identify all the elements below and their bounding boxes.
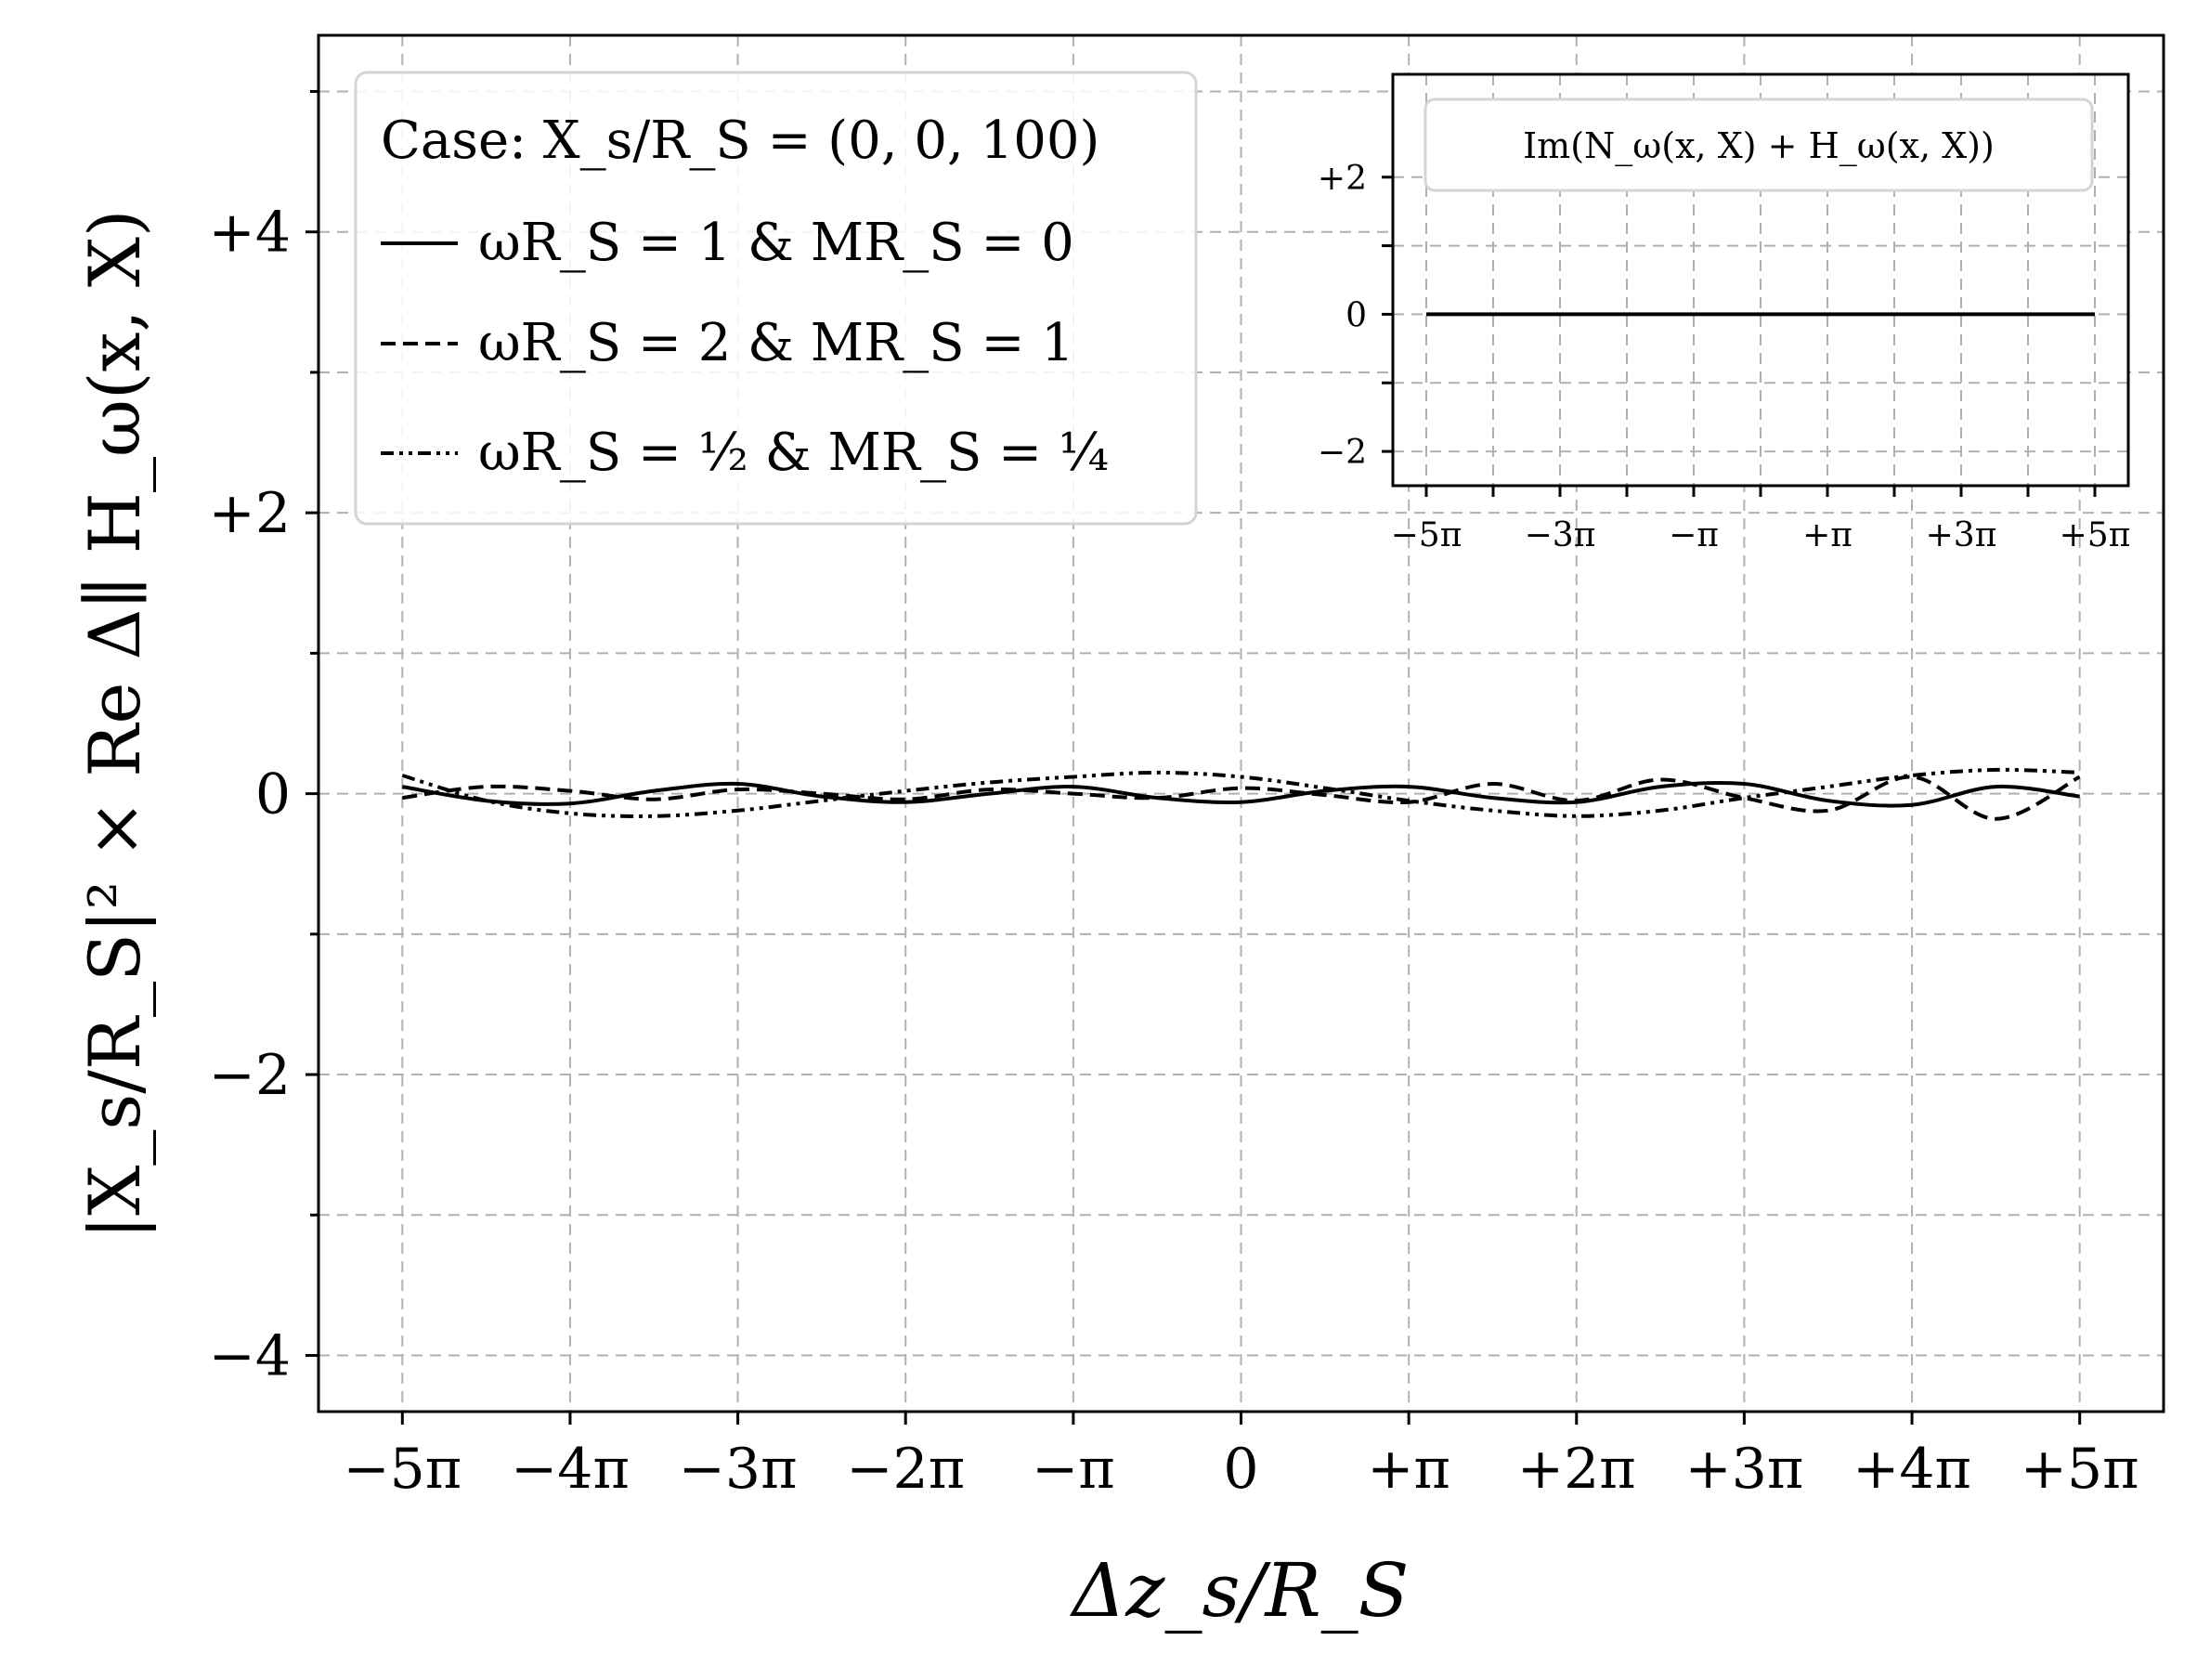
inset-y-tick-label: −2	[1318, 434, 1367, 472]
y-axis-label: |X_s/R_S|² × Re Δ∥ H_ω(x, X)	[73, 209, 156, 1239]
y-tick-label: +4	[209, 201, 291, 266]
legend-entry-3: ωR_S = ½ & MR_S = ¼	[478, 423, 1109, 483]
inset-y-tick-label: 0	[1346, 296, 1367, 334]
inset: −5π −3π −π +π +3π +5π −2 0 +2 Im(N_ω(x, X) + H_…	[1318, 72, 2131, 554]
x-tick-label: −4π	[511, 1437, 630, 1502]
x-tick-label: +5π	[2021, 1437, 2139, 1502]
inset-x-ticks: −5π −3π −π +π +3π +5π	[1391, 486, 2131, 554]
main-series	[401, 767, 2081, 821]
x-tick-label: 0	[1223, 1437, 1258, 1502]
inset-legend-label: Im(N_ω(x, X) + H_ω(x, X))	[1523, 125, 1995, 167]
inset-legend-box	[1424, 98, 2094, 192]
inset-x-tick-label: +5π	[2060, 516, 2131, 554]
y-tick-label: +2	[209, 481, 291, 546]
series-line-dashed	[402, 775, 2081, 821]
inset-x-tick-label: −3π	[1525, 516, 1596, 554]
x-axis-label: Δz_s/R_S	[1070, 1547, 1410, 1634]
legend-entry-1: ωR_S = 1 & MR_S = 0	[478, 213, 1074, 273]
y-tick-label: −4	[209, 1324, 291, 1389]
inset-y-tick-label: +2	[1318, 160, 1367, 198]
inset-x-tick-label: +3π	[1926, 516, 1997, 554]
x-tick-label: +4π	[1852, 1437, 1971, 1502]
x-tick-label: −5π	[343, 1437, 462, 1502]
legend-title: Case: X_s/R_S = (0, 0, 100)	[381, 111, 1099, 171]
x-tick-label: −π	[1032, 1437, 1115, 1502]
legend-entry-2: ωR_S = 2 & MR_S = 1	[478, 313, 1074, 373]
x-tick-label: +3π	[1684, 1437, 1803, 1502]
legend-box	[354, 71, 1198, 526]
inset-x-tick-label: −π	[1669, 516, 1719, 554]
main-x-ticks: −5π −4π −3π −2π −π 0 +π +2π +3π +4π +5π	[343, 1412, 2139, 1502]
inset-x-tick-label: −5π	[1391, 516, 1462, 554]
legend: Case: X_s/R_S = (0, 0, 100) ωR_S = 1 & M…	[354, 71, 1198, 526]
x-tick-label: +2π	[1517, 1437, 1636, 1502]
x-tick-label: −2π	[846, 1437, 965, 1502]
inset-y-ticks: −2 0 +2	[1318, 160, 1393, 472]
series-line-solid	[401, 780, 2080, 808]
y-tick-label: −2	[209, 1043, 291, 1108]
main-y-ticks: −4 −2 0 +2 +4	[209, 89, 318, 1389]
y-tick-label: 0	[255, 762, 291, 827]
x-tick-label: −3π	[679, 1437, 798, 1502]
inset-x-tick-label: +π	[1802, 516, 1852, 554]
series-line-dash-dot-dot	[401, 767, 2080, 818]
x-tick-label: +π	[1367, 1437, 1450, 1502]
